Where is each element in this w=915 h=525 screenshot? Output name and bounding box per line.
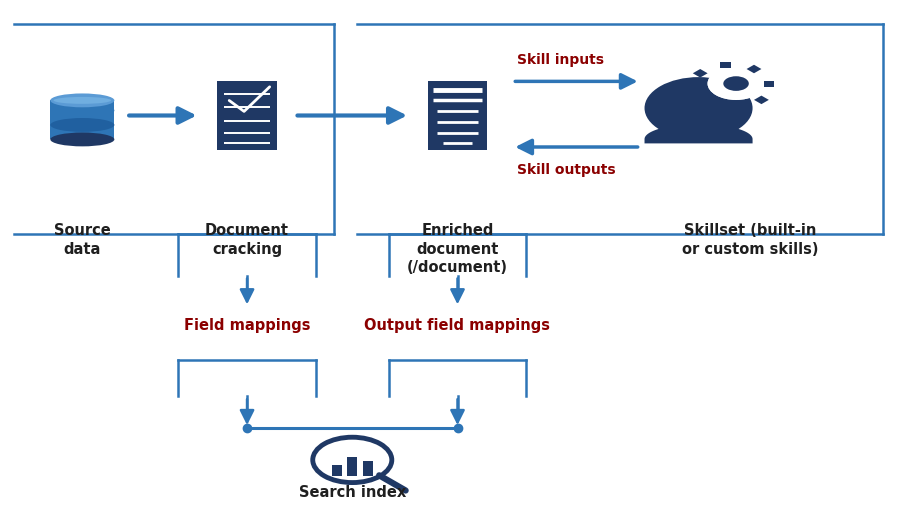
- Circle shape: [644, 77, 752, 139]
- Bar: [332, 465, 342, 476]
- Circle shape: [721, 75, 751, 92]
- Bar: [747, 65, 761, 74]
- Bar: [362, 461, 372, 476]
- Bar: [720, 62, 731, 68]
- Bar: [754, 96, 769, 104]
- Text: Document
cracking: Document cracking: [205, 223, 289, 257]
- Bar: [764, 80, 774, 87]
- Ellipse shape: [50, 118, 114, 132]
- Ellipse shape: [53, 97, 112, 104]
- Bar: [693, 69, 707, 78]
- Circle shape: [707, 67, 765, 100]
- Text: Skill inputs: Skill inputs: [517, 52, 604, 67]
- Ellipse shape: [50, 103, 114, 118]
- Text: Field mappings: Field mappings: [184, 318, 310, 333]
- FancyBboxPatch shape: [218, 81, 276, 150]
- Bar: [687, 87, 698, 92]
- Text: Enriched
document
(/document): Enriched document (/document): [407, 223, 508, 275]
- Circle shape: [313, 437, 392, 482]
- Bar: [348, 457, 357, 476]
- Circle shape: [707, 67, 765, 100]
- Text: Output field mappings: Output field mappings: [364, 318, 551, 333]
- Bar: [50, 100, 114, 140]
- FancyBboxPatch shape: [428, 81, 487, 150]
- Text: Source
data: Source data: [54, 223, 111, 257]
- Bar: [731, 106, 741, 111]
- Text: Skillset (built-in
or custom skills): Skillset (built-in or custom skills): [682, 223, 819, 257]
- Bar: [700, 100, 715, 108]
- Ellipse shape: [50, 93, 114, 107]
- Text: Skill outputs: Skill outputs: [517, 163, 616, 177]
- Circle shape: [724, 76, 748, 91]
- Text: Search index: Search index: [298, 485, 406, 500]
- Ellipse shape: [50, 132, 114, 146]
